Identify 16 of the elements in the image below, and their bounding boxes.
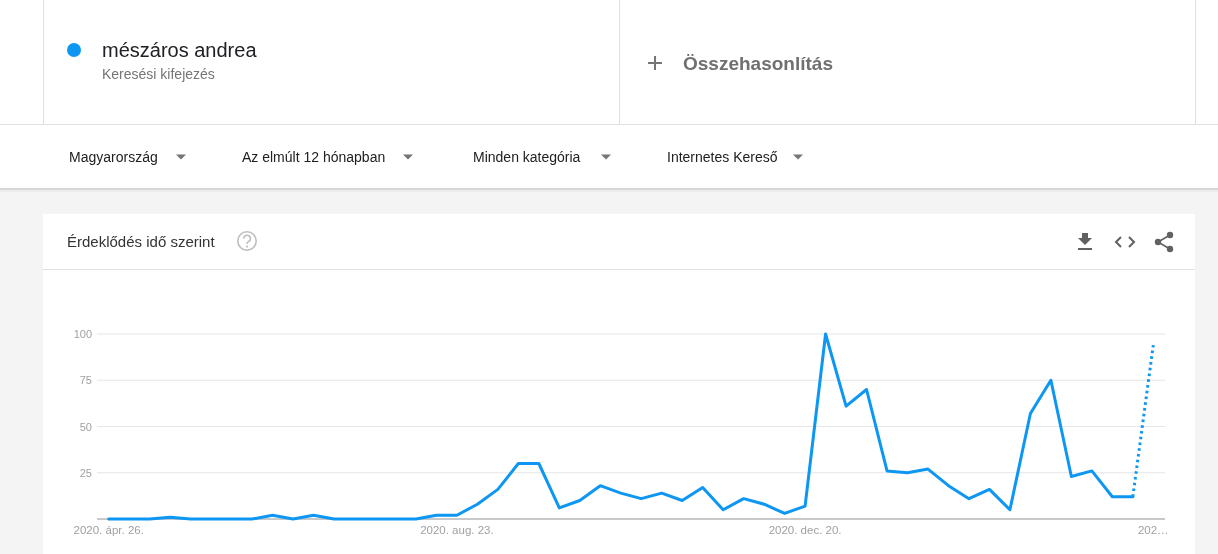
legend-label: mészáros andrea <box>102 39 258 61</box>
chart-title: Érdeklődés idő szerint <box>67 233 216 250</box>
text: Magyarország <box>69 149 158 165</box>
text: Internetes Kereső <box>667 149 778 165</box>
x-tick-label: 2020. ápr. 26. <box>73 524 144 536</box>
y-tick-label: 50 <box>79 420 92 433</box>
x-tick-label: 2020. aug. 23. <box>420 524 494 536</box>
x-tick-label: 2020. dec. 20. <box>768 524 842 536</box>
y-tick-label: 25 <box>79 466 92 479</box>
text: Keresési kifejezés <box>102 66 215 82</box>
y-tick-label: 100 <box>73 328 92 340</box>
y-tick-label: 75 <box>79 374 92 387</box>
text: Összehasonlítás <box>683 53 833 74</box>
x-tick-label: 202… <box>1137 524 1169 536</box>
text: Minden kategória <box>473 149 581 165</box>
text: Az elmúlt 12 hónapban <box>242 149 386 165</box>
